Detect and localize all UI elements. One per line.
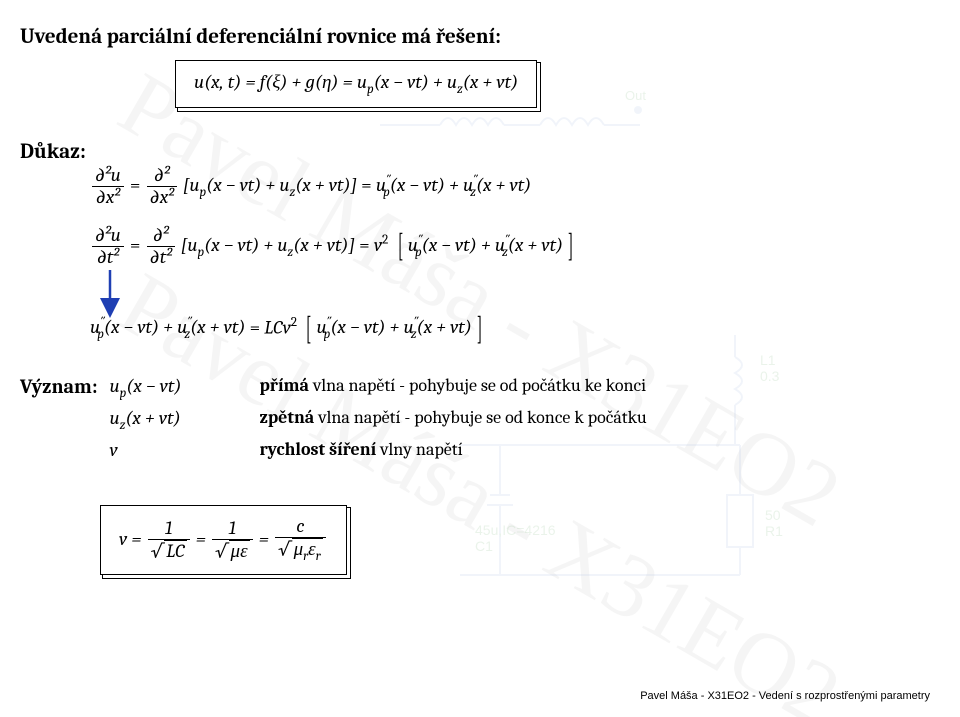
proof-label: Důkaz:: [20, 140, 86, 164]
solution-box: u(x, t) = f(ξ) + g(η) = up(x − vt) + uz(…: [175, 60, 537, 108]
svg-text:C1: C1: [475, 538, 493, 554]
equation-dx: ∂²u∂x² = ∂²∂x² [up(x − vt) + uz(x + vt)]…: [90, 165, 531, 208]
meaning-label: Význam:: [20, 375, 97, 398]
svg-text:50: 50: [765, 507, 781, 523]
implication-arrow: [95, 268, 125, 318]
svg-text:0.3: 0.3: [760, 368, 780, 384]
meaning-block: Význam: up(x − vt) přímá vlna napětí - p…: [20, 375, 647, 467]
svg-text:45u,IC=4216: 45u,IC=4216: [475, 522, 556, 538]
heading: Uvedená parciální deferenciální rovnice …: [20, 25, 501, 49]
meaning-row-backward: uz(x + vt) zpětná vlna napětí - pohybuje…: [109, 407, 646, 433]
footer: Pavel Máša - X31EO2 - Vedení s rozprostř…: [640, 690, 930, 702]
svg-text:L1: L1: [760, 352, 776, 368]
svg-text:Out: Out: [625, 88, 646, 103]
meaning-row-velocity: v rychlost šíření vlny napětí: [109, 439, 646, 461]
velocity-box: v = 1 LC = 1 με = c μrεr: [100, 505, 347, 575]
equation-combined: u″p(x − vt) + u″z(x + vt) = LCv2 [u″p(x …: [90, 315, 487, 342]
equation-dt: ∂²u∂t² = ∂²∂t² [up(x − vt) + uz(x + vt)]…: [90, 225, 578, 268]
svg-text:R1: R1: [765, 523, 783, 539]
meaning-row-forward: up(x − vt) přímá vlna napětí - pohybuje …: [109, 375, 646, 401]
